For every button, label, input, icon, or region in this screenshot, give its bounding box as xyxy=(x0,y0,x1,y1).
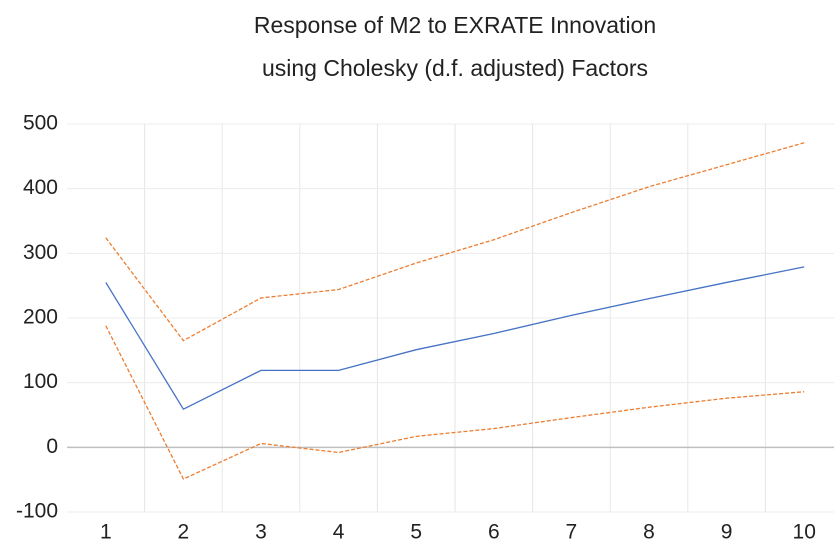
x-tick-label: 7 xyxy=(566,521,578,543)
series-line xyxy=(105,325,805,480)
x-tick-label: 1 xyxy=(100,521,112,543)
y-tick-label: 200 xyxy=(23,306,58,329)
x-tick-label: 2 xyxy=(178,521,190,543)
y-tick-label: 500 xyxy=(23,112,58,135)
series-line xyxy=(105,266,805,411)
chart-title: using Cholesky (d.f. adjusted) Factors xyxy=(262,55,648,81)
y-tick-label: -100 xyxy=(16,500,58,523)
x-tick-label: 3 xyxy=(255,521,267,543)
y-tick-label: 300 xyxy=(23,241,58,264)
y-tick-label: 0 xyxy=(46,435,58,458)
chart-title: Response of M2 to EXRATE Innovation xyxy=(254,12,656,38)
series-line xyxy=(105,142,805,342)
y-tick-label: 400 xyxy=(23,176,58,199)
x-tick-label: 10 xyxy=(793,521,816,543)
x-tick-label: 6 xyxy=(488,521,500,543)
y-tick-label: 100 xyxy=(23,370,58,393)
x-tick-label: 8 xyxy=(643,521,655,543)
x-tick-label: 5 xyxy=(410,521,422,543)
x-tick-label: 9 xyxy=(721,521,733,543)
x-tick-label: 4 xyxy=(333,521,345,543)
